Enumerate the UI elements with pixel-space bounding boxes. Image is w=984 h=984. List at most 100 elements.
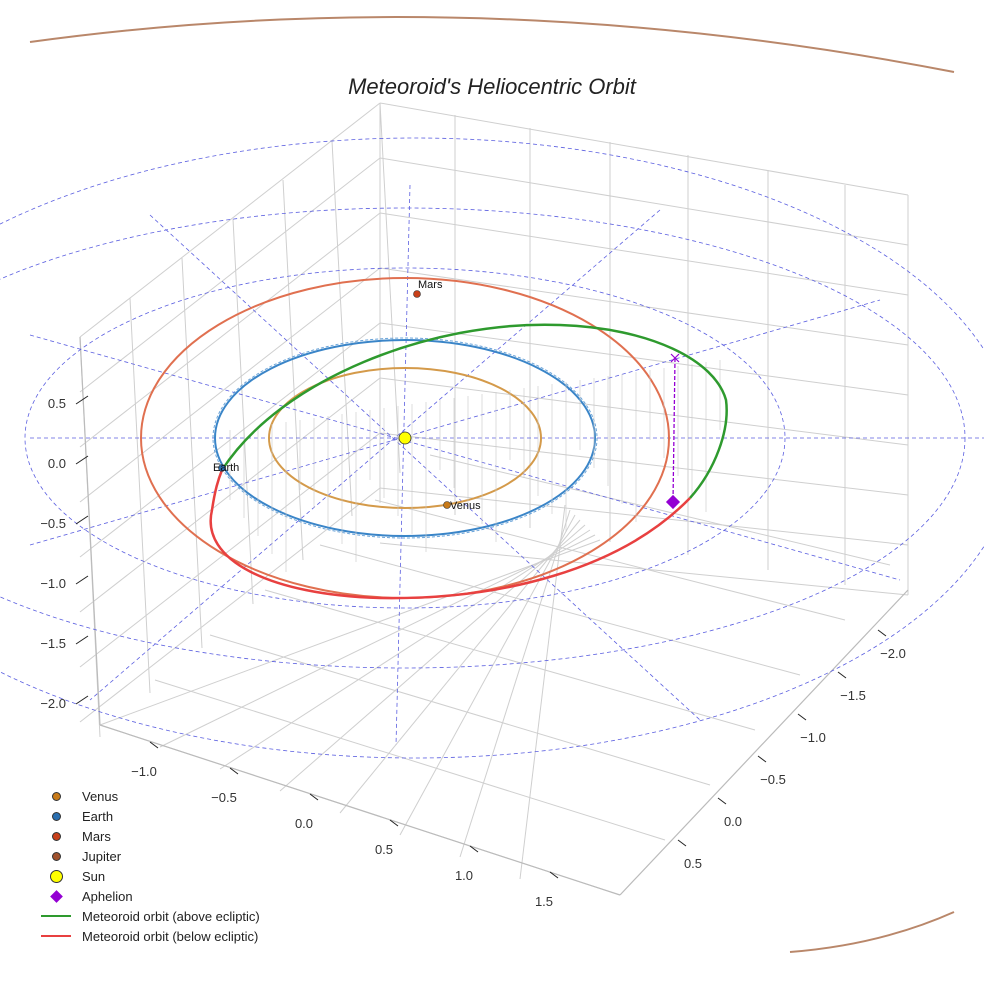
axis-edge [99,724,621,896]
legend-item-sun[interactable]: Sun [36,866,260,886]
grid-line [379,322,909,396]
red-line-icon [41,935,71,937]
x-tick-label: 1.0 [455,868,473,883]
grid-line [79,487,381,723]
x-tick-mark [309,793,319,801]
axis-grid [79,102,909,896]
grid-line [129,297,151,694]
grid-line [379,267,909,346]
legend-label: Meteoroid orbit (below ecliptic) [82,928,259,944]
legend-item-aphelion[interactable]: Aphelion [36,886,260,906]
sun-marker-icon [49,869,63,883]
grid-line [79,432,381,668]
grid-line [79,212,381,448]
x-tick-mark [389,819,399,827]
grid-line [99,539,601,726]
y-tick-label: 0.0 [724,814,742,829]
tick-labels: −1.0 −0.5 0.0 0.5 1.0 1.5 −2.0 −1.5 −1.0 −0.5 0.0 0… [40,395,906,909]
y-tick-label: −1.0 [800,730,826,745]
legend-label: Jupiter [82,848,122,864]
y-tick-mark [877,629,887,637]
green-line-icon [41,915,71,917]
z-tick-mark [75,515,89,525]
z-tick-label: 0.5 [48,396,66,411]
meteoroid-orbit-below [209,469,691,600]
grid-line [79,267,381,503]
x-tick-label: 0.0 [295,816,313,831]
z-tick-label: −0.5 [40,516,66,531]
grid-line [232,218,254,605]
legend-item-mars[interactable]: Mars [36,826,260,846]
y-tick-mark [717,797,727,805]
y-tick-mark [757,755,767,763]
z-tick-mark [75,695,89,705]
legend-item-orbit-above[interactable]: Meteoroid orbit (above ecliptic) [36,906,260,926]
grid-line [339,519,581,814]
grid-line [79,102,381,338]
grid-line [374,499,846,621]
earth-orbit-trace [212,337,598,539]
grid-line [154,679,666,841]
legend: Venus Earth Mars Jupiter Sun Aphelion Me… [36,786,260,946]
aphelion-projection-x-marker [670,353,680,363]
grid-line [519,504,566,880]
y-tick-label: −0.5 [760,772,786,787]
aphelion-diamond-icon [49,889,63,903]
ecliptic-reference-grid [0,137,984,759]
z-tick-mark [75,635,89,645]
meteoroid-orbit [209,323,728,600]
grid-line [282,179,304,561]
z-tick-label: −2.0 [40,696,66,711]
venus-orbit [268,367,542,509]
earth-marker-icon [51,811,61,821]
y-tick-mark [677,839,687,847]
mars-marker [413,290,421,298]
x-tick-label: 1.5 [535,894,553,909]
mars-label: Mars [418,279,443,291]
x-tick-label: 0.5 [375,842,393,857]
z-tick-label: −1.5 [40,636,66,651]
x-tick-mark [229,767,239,775]
legend-item-orbit-below[interactable]: Meteoroid orbit (below ecliptic) [36,926,260,946]
jupiter-orbit [29,16,955,953]
legend-label: Meteoroid orbit (above ecliptic) [82,908,260,924]
meteoroid-orbit-above [220,323,728,499]
ecliptic-ring [0,207,966,669]
legend-label: Aphelion [82,888,133,904]
grid-line [264,589,756,731]
y-tick-mark [797,713,807,721]
y-tick-label: −1.5 [840,688,866,703]
jupiter-orbit-arc [29,16,955,73]
markers: Venus Earth Mars [213,279,681,512]
legend-label: Sun [82,868,106,884]
z-tick-mark [75,455,89,465]
x-tick-mark [149,741,159,749]
x-tick-mark [549,871,559,879]
grid-line [209,634,711,786]
ecliptic-spoke [149,214,701,721]
ecliptic-ring [0,137,984,759]
grid-line [79,157,381,393]
grid-line [379,102,909,196]
earth-label: Earth [213,462,239,474]
grid-line [379,377,909,446]
x-tick-mark [469,845,479,853]
legend-label: Earth [82,808,114,824]
z-tick-mark [75,575,89,585]
jupiter-marker-icon [51,851,61,861]
grid-line [279,524,586,792]
legend-item-venus[interactable]: Venus [36,786,260,806]
x-tick-label: −1.0 [131,764,157,779]
y-tick-mark [837,671,847,679]
z-tick-label: −1.0 [40,576,66,591]
ecliptic-spoke [29,334,901,581]
grid-line [379,212,909,296]
legend-label: Mars [82,828,111,844]
ecliptic-spoke [89,209,661,701]
jupiter-orbit-arc [789,911,955,953]
legend-item-jupiter[interactable]: Jupiter [36,846,260,866]
x-tick-label: −0.5 [211,790,237,805]
y-tick-label: −2.0 [880,646,906,661]
legend-item-earth[interactable]: Earth [36,806,260,826]
